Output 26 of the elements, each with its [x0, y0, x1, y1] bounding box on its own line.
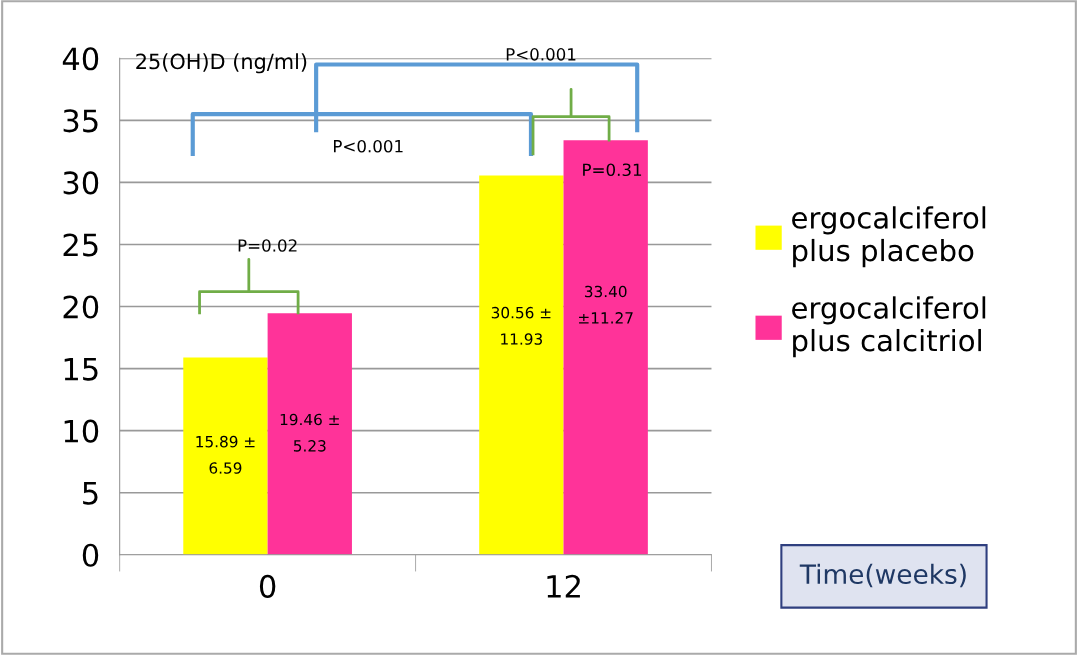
y-tick-label: 10	[64, 419, 99, 443]
y-tick-label: 35	[63, 109, 98, 133]
legend-label: ergocalciferol plus calcitriol	[792, 296, 986, 358]
annotation: P=0.31	[583, 163, 642, 177]
x-tick-label: 12	[547, 574, 580, 598]
bar	[183, 357, 268, 555]
y-tick-label: 20	[63, 295, 99, 319]
x-axis-title: Time(weeks)	[799, 563, 966, 588]
y-tick-label: 15	[64, 357, 98, 381]
bar	[267, 313, 352, 555]
annotation: P<0.001	[333, 139, 403, 153]
annotation: P=0.02	[238, 239, 297, 252]
data-label: 15.89 ± 6.59	[196, 435, 255, 474]
data-label: 33.40 ±11.27	[579, 285, 633, 324]
y-tick-label: 5	[83, 482, 98, 505]
y-tick-label: 30	[63, 171, 99, 195]
annotation: P<0.001	[506, 48, 576, 61]
y-tick-label: 25	[63, 233, 98, 257]
annotation: 25(OH)D (ng/ml)	[136, 53, 307, 74]
data-label: 30.56 ± 11.93	[491, 306, 551, 345]
y-tick-label: 40	[62, 47, 99, 71]
bar	[479, 175, 564, 555]
y-tick-label: 0	[82, 543, 99, 567]
bar	[563, 140, 648, 555]
legend-label: ergocalciferol plus placebo	[792, 206, 986, 268]
data-label: 19.46 ± 5.23	[280, 413, 339, 452]
